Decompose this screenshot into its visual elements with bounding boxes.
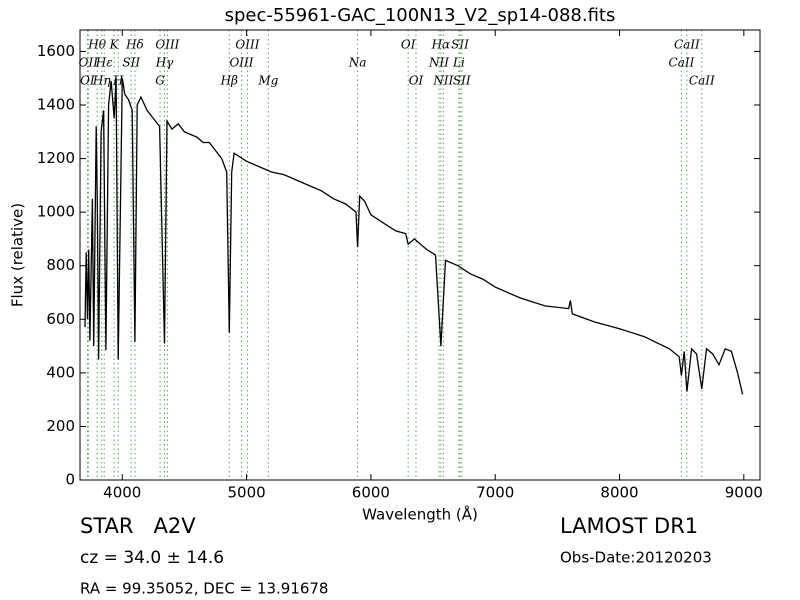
- spectral-line-label: NII: [428, 56, 449, 70]
- y-tick-label: 1400: [37, 96, 75, 114]
- spectral-line-label: Hη: [92, 74, 111, 88]
- x-tick-label: 6000: [352, 484, 390, 502]
- spectral-line-label: OI: [401, 38, 416, 52]
- x-tick-label: 7000: [476, 484, 514, 502]
- spectral-line-label: H: [112, 74, 124, 88]
- spectral-line-label: OI: [409, 74, 424, 88]
- spectral-line-label: NII: [432, 74, 453, 88]
- spectral-line-label: SII: [122, 56, 140, 70]
- spectral-line-label: Na: [348, 56, 367, 70]
- spectral-line-label: Hα: [431, 38, 451, 52]
- spectral-line-label: CaII: [674, 38, 700, 52]
- spectral-line-label: OI: [80, 74, 95, 88]
- y-tick-label: 1600: [37, 42, 75, 60]
- spectral-line-label: OIII: [155, 38, 179, 52]
- spectral-line-label: Mg: [257, 74, 278, 88]
- y-tick-label: 800: [46, 256, 75, 274]
- spectral-line-label: Hγ: [155, 56, 174, 70]
- spectral-line-label: CaII: [689, 74, 715, 88]
- x-tick-label: 5000: [227, 484, 265, 502]
- x-tick-label: 9000: [725, 484, 763, 502]
- spectral-line-label: Li: [452, 56, 465, 70]
- spectral-line-label: Hε: [95, 56, 113, 70]
- spectral-line-label: G: [155, 74, 165, 88]
- obs-date: Obs-Date:20120203: [560, 549, 712, 567]
- object-class: STAR A2V: [80, 514, 196, 538]
- coordinates: RA = 99.35052, DEC = 13.91678: [80, 580, 328, 598]
- redshift: cz = 34.0 ± 14.6: [80, 548, 224, 568]
- y-tick-label: 600: [46, 310, 75, 328]
- data-release: LAMOST DR1: [560, 514, 698, 538]
- spectral-line-label: OIII: [235, 38, 259, 52]
- x-axis-label: Wavelength (Å): [362, 505, 478, 524]
- y-tick-label: 0: [65, 471, 75, 489]
- x-tick-label: 4000: [103, 484, 141, 502]
- spectral-line-label: CaII: [669, 56, 695, 70]
- spectrum-line: [84, 78, 744, 395]
- spectral-line-label: OII: [79, 56, 99, 70]
- spectral-line-label: SII: [453, 74, 471, 88]
- spectral-line-label: SII: [451, 38, 469, 52]
- spectral-line-label: Hδ: [125, 38, 144, 52]
- y-tick-label: 200: [46, 417, 75, 435]
- y-tick-label: 1200: [37, 149, 75, 167]
- spectral-line-label: Hβ: [220, 74, 238, 88]
- y-tick-label: 1000: [37, 203, 75, 221]
- y-tick-label: 400: [46, 363, 75, 381]
- spectral-line-label: OIII: [229, 56, 253, 70]
- plot-frame: [79, 29, 761, 481]
- y-axis-label: Flux (relative): [9, 203, 27, 307]
- spectral-line-label: K: [109, 38, 120, 52]
- x-tick-label: 8000: [600, 484, 638, 502]
- chart-title: spec-55961-GAC_100N13_V2_sp14-088.fits: [225, 5, 616, 26]
